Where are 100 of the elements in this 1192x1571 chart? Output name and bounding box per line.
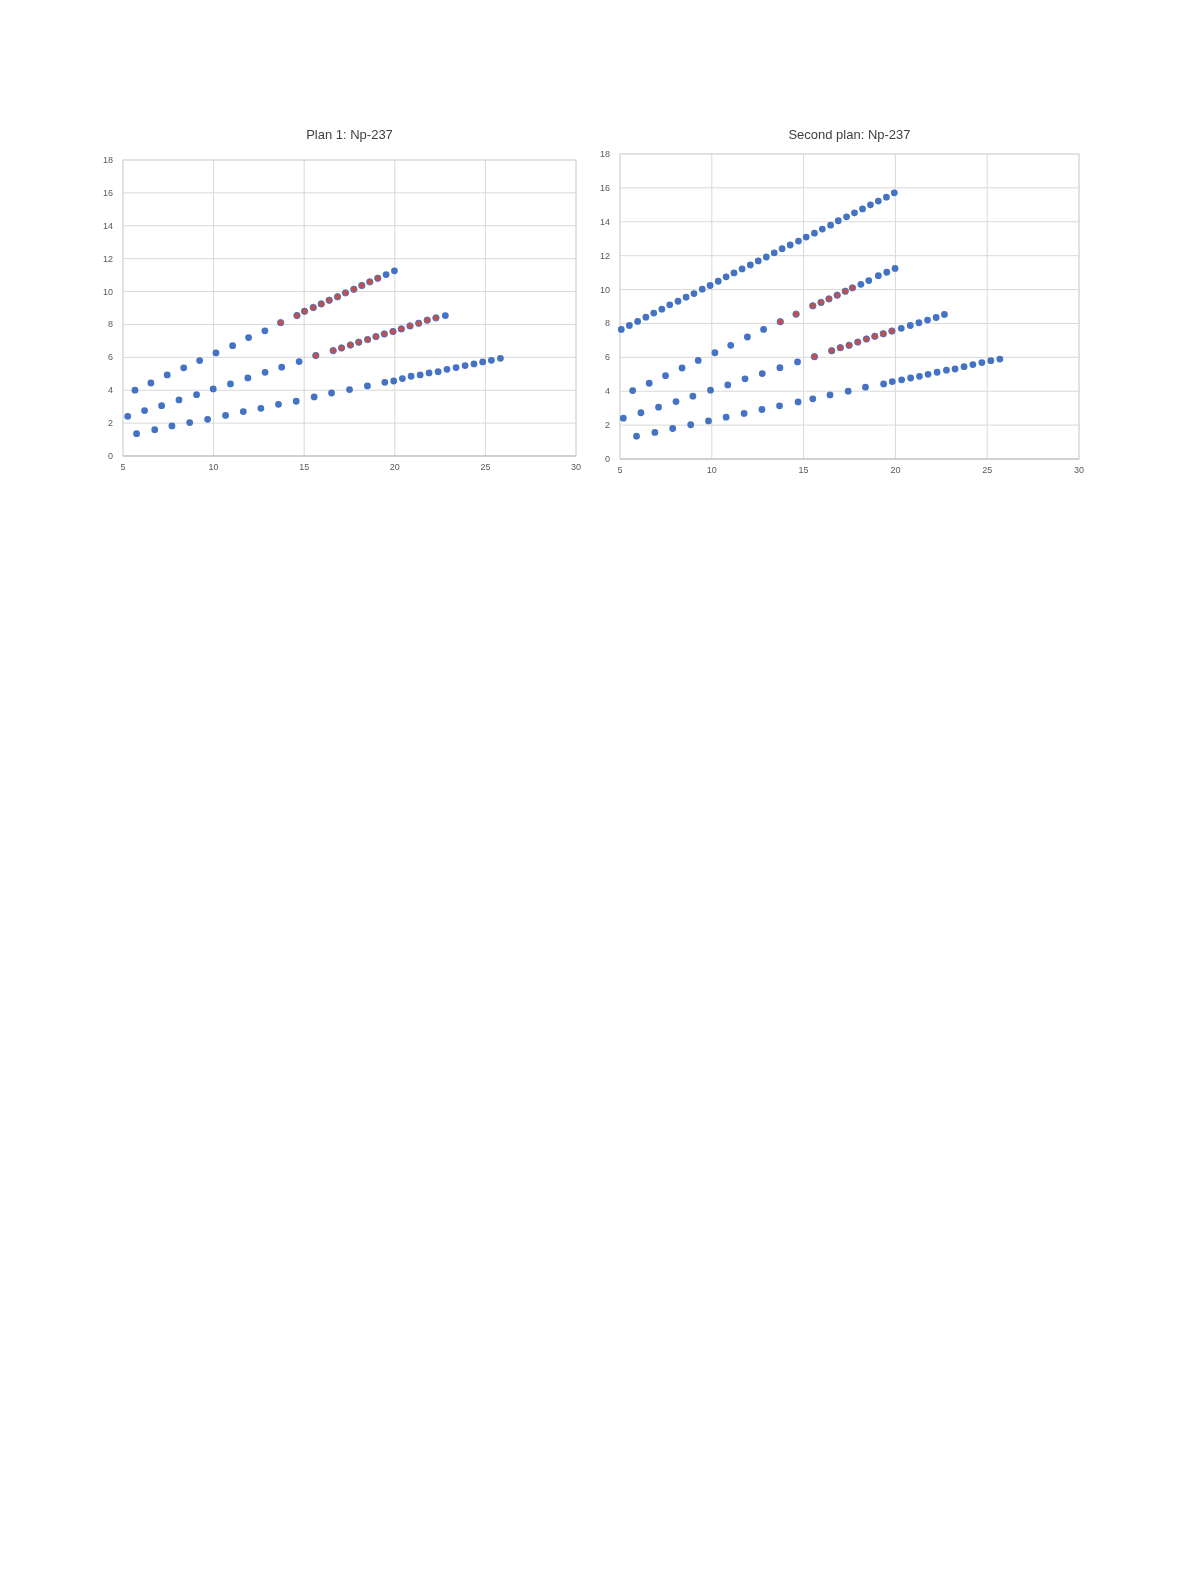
y-tick-label: 8 <box>604 318 610 329</box>
point <box>879 330 887 338</box>
point <box>276 318 285 327</box>
point <box>690 290 698 298</box>
point <box>275 400 282 408</box>
point <box>845 341 853 349</box>
x-tick-label: 30 <box>1073 465 1085 475</box>
point <box>794 358 801 366</box>
point <box>625 322 633 329</box>
point <box>124 412 132 420</box>
point <box>825 295 833 303</box>
y-tick-label: 6 <box>107 352 113 363</box>
point <box>933 368 941 376</box>
point <box>740 410 748 417</box>
point <box>329 346 337 355</box>
point <box>662 372 669 380</box>
point <box>204 415 212 423</box>
y-tick-label: 14 <box>102 220 113 231</box>
point <box>810 353 819 361</box>
point <box>687 421 695 429</box>
point <box>960 363 968 371</box>
point <box>461 362 469 369</box>
point <box>193 391 200 399</box>
point <box>722 413 730 421</box>
point <box>432 314 440 322</box>
y-tick-label: 16 <box>102 187 113 198</box>
point <box>645 379 653 387</box>
point <box>212 349 220 357</box>
point <box>678 364 686 372</box>
point <box>261 327 269 335</box>
point <box>859 205 866 213</box>
x-tick-label: 20 <box>389 462 400 472</box>
y-tick-label: 18 <box>599 149 610 159</box>
point <box>711 349 719 357</box>
point <box>865 277 873 284</box>
point <box>650 309 658 317</box>
point <box>389 327 397 336</box>
point <box>809 395 817 403</box>
point <box>818 225 826 233</box>
point <box>229 342 237 350</box>
point <box>817 298 825 307</box>
x-tick-label: 20 <box>890 465 901 475</box>
point <box>292 397 300 405</box>
point <box>391 267 398 275</box>
point <box>951 365 959 373</box>
point <box>358 281 366 290</box>
y-tick-label: 18 <box>102 155 113 165</box>
point <box>827 221 834 229</box>
point <box>795 237 802 245</box>
point <box>341 289 350 297</box>
point <box>261 368 269 376</box>
point <box>854 338 862 346</box>
point <box>762 253 770 261</box>
y-tick-label: 16 <box>599 182 610 193</box>
point <box>364 382 371 390</box>
point <box>758 406 766 413</box>
point <box>862 335 871 343</box>
point <box>293 311 301 320</box>
point <box>924 316 931 324</box>
point <box>372 332 380 341</box>
point <box>811 229 818 237</box>
point <box>848 284 857 292</box>
point <box>802 233 810 241</box>
point <box>333 293 342 301</box>
point <box>634 318 642 325</box>
point <box>862 383 869 391</box>
point <box>300 307 309 315</box>
point <box>741 375 749 383</box>
point <box>133 430 140 438</box>
point <box>151 426 159 434</box>
point <box>637 409 645 417</box>
point <box>141 407 148 415</box>
point <box>658 305 666 313</box>
point <box>888 327 896 335</box>
point <box>629 387 637 394</box>
point <box>730 269 738 277</box>
point <box>390 377 398 385</box>
x-tick-label: 15 <box>299 462 310 472</box>
point <box>222 411 229 419</box>
point <box>828 347 836 355</box>
point <box>996 355 1004 363</box>
point <box>380 330 388 338</box>
point <box>880 380 888 388</box>
point <box>778 245 786 253</box>
point <box>672 398 680 405</box>
x-tick-label: 25 <box>480 462 491 472</box>
point <box>744 333 751 341</box>
x-tick-label: 15 <box>798 465 809 475</box>
x-tick-label: 5 <box>617 465 623 475</box>
point <box>309 303 317 312</box>
point <box>943 366 950 374</box>
point <box>470 360 478 368</box>
point <box>833 291 841 299</box>
y-tick-label: 4 <box>107 385 113 396</box>
point <box>706 282 714 289</box>
point <box>497 354 504 362</box>
point <box>932 314 940 321</box>
point <box>874 197 882 205</box>
point <box>168 422 176 430</box>
point <box>871 332 879 340</box>
